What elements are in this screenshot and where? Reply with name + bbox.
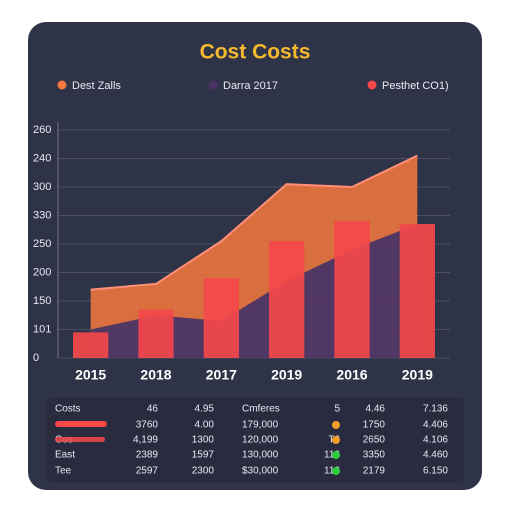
bar xyxy=(73,332,109,358)
table-cell: 120,000 xyxy=(242,435,279,446)
bar xyxy=(138,309,174,358)
table-cell: 4.406 xyxy=(423,420,448,431)
table-cell: 1750 xyxy=(363,420,386,431)
table-cell: 2179 xyxy=(363,466,386,477)
x-tick-label: 2015 xyxy=(75,367,106,383)
table-cell: 46 xyxy=(147,404,159,415)
status-dot xyxy=(332,421,340,429)
table-cell: 179,000 xyxy=(242,420,279,431)
table-panel xyxy=(46,397,464,483)
table-cell: 1300 xyxy=(192,435,215,446)
table-cell: 1597 xyxy=(192,450,215,461)
x-tick-label: 2018 xyxy=(140,367,171,383)
table-cell: 3760 xyxy=(136,420,159,431)
table-cell: 6.150 xyxy=(423,466,448,477)
y-tick-label: 250 xyxy=(33,238,51,250)
bar xyxy=(399,224,435,358)
bar xyxy=(203,278,239,358)
y-tick-label: 300 xyxy=(33,181,51,193)
x-tick-label: 2019 xyxy=(271,367,302,383)
row-highlight xyxy=(55,437,105,442)
status-dot xyxy=(332,436,340,444)
row-highlight xyxy=(55,421,107,427)
table-cell: 4.460 xyxy=(423,450,448,461)
table-cell: Cmferes xyxy=(242,404,280,415)
table-cell: 4,199 xyxy=(133,435,158,446)
table-cell: 2650 xyxy=(363,435,386,446)
y-tick-label: 260 xyxy=(33,124,51,136)
legend-marker xyxy=(57,80,67,90)
legend-marker xyxy=(208,80,218,90)
y-tick-label: 240 xyxy=(33,152,51,164)
x-tick-label: 2017 xyxy=(206,367,237,383)
legend-marker xyxy=(367,80,377,90)
table-cell: 5 xyxy=(334,404,340,415)
table-cell: 3350 xyxy=(363,450,386,461)
legend-label: Darra 2017 xyxy=(223,80,278,92)
table-cell: 2597 xyxy=(136,466,159,477)
y-tick-label: 101 xyxy=(33,323,51,335)
y-tick-label: 0 xyxy=(33,352,39,364)
table-cell: 130,000 xyxy=(242,450,279,461)
table-cell: East xyxy=(55,450,75,461)
status-dot xyxy=(332,467,340,475)
table-cell: 7.136 xyxy=(423,404,448,415)
y-tick-label: 150 xyxy=(33,295,51,307)
table-cell: $30,000 xyxy=(242,466,279,477)
legend-label: Dest Zalls xyxy=(72,80,121,92)
y-tick-label: 200 xyxy=(33,266,51,278)
table-cell: 2389 xyxy=(136,450,159,461)
bar xyxy=(269,241,305,358)
bar xyxy=(334,221,370,358)
table-cell: 4.00 xyxy=(195,420,215,431)
x-tick-label: 2019 xyxy=(402,367,433,383)
x-tick-label: 2016 xyxy=(336,367,367,383)
table-cell: Costs xyxy=(55,404,81,415)
chart-title: Cost Costs xyxy=(200,41,311,64)
table-cell: Tee xyxy=(55,466,72,477)
table-cell: 4.106 xyxy=(423,435,448,446)
table-cell: 4.95 xyxy=(195,404,215,415)
area-line xyxy=(90,154,418,291)
table-cell: 4.46 xyxy=(366,404,386,415)
legend-label: Pesthet CO1) xyxy=(382,80,449,92)
y-tick-label: 330 xyxy=(33,209,51,221)
table-cell: 2300 xyxy=(192,466,215,477)
status-dot xyxy=(332,451,340,459)
